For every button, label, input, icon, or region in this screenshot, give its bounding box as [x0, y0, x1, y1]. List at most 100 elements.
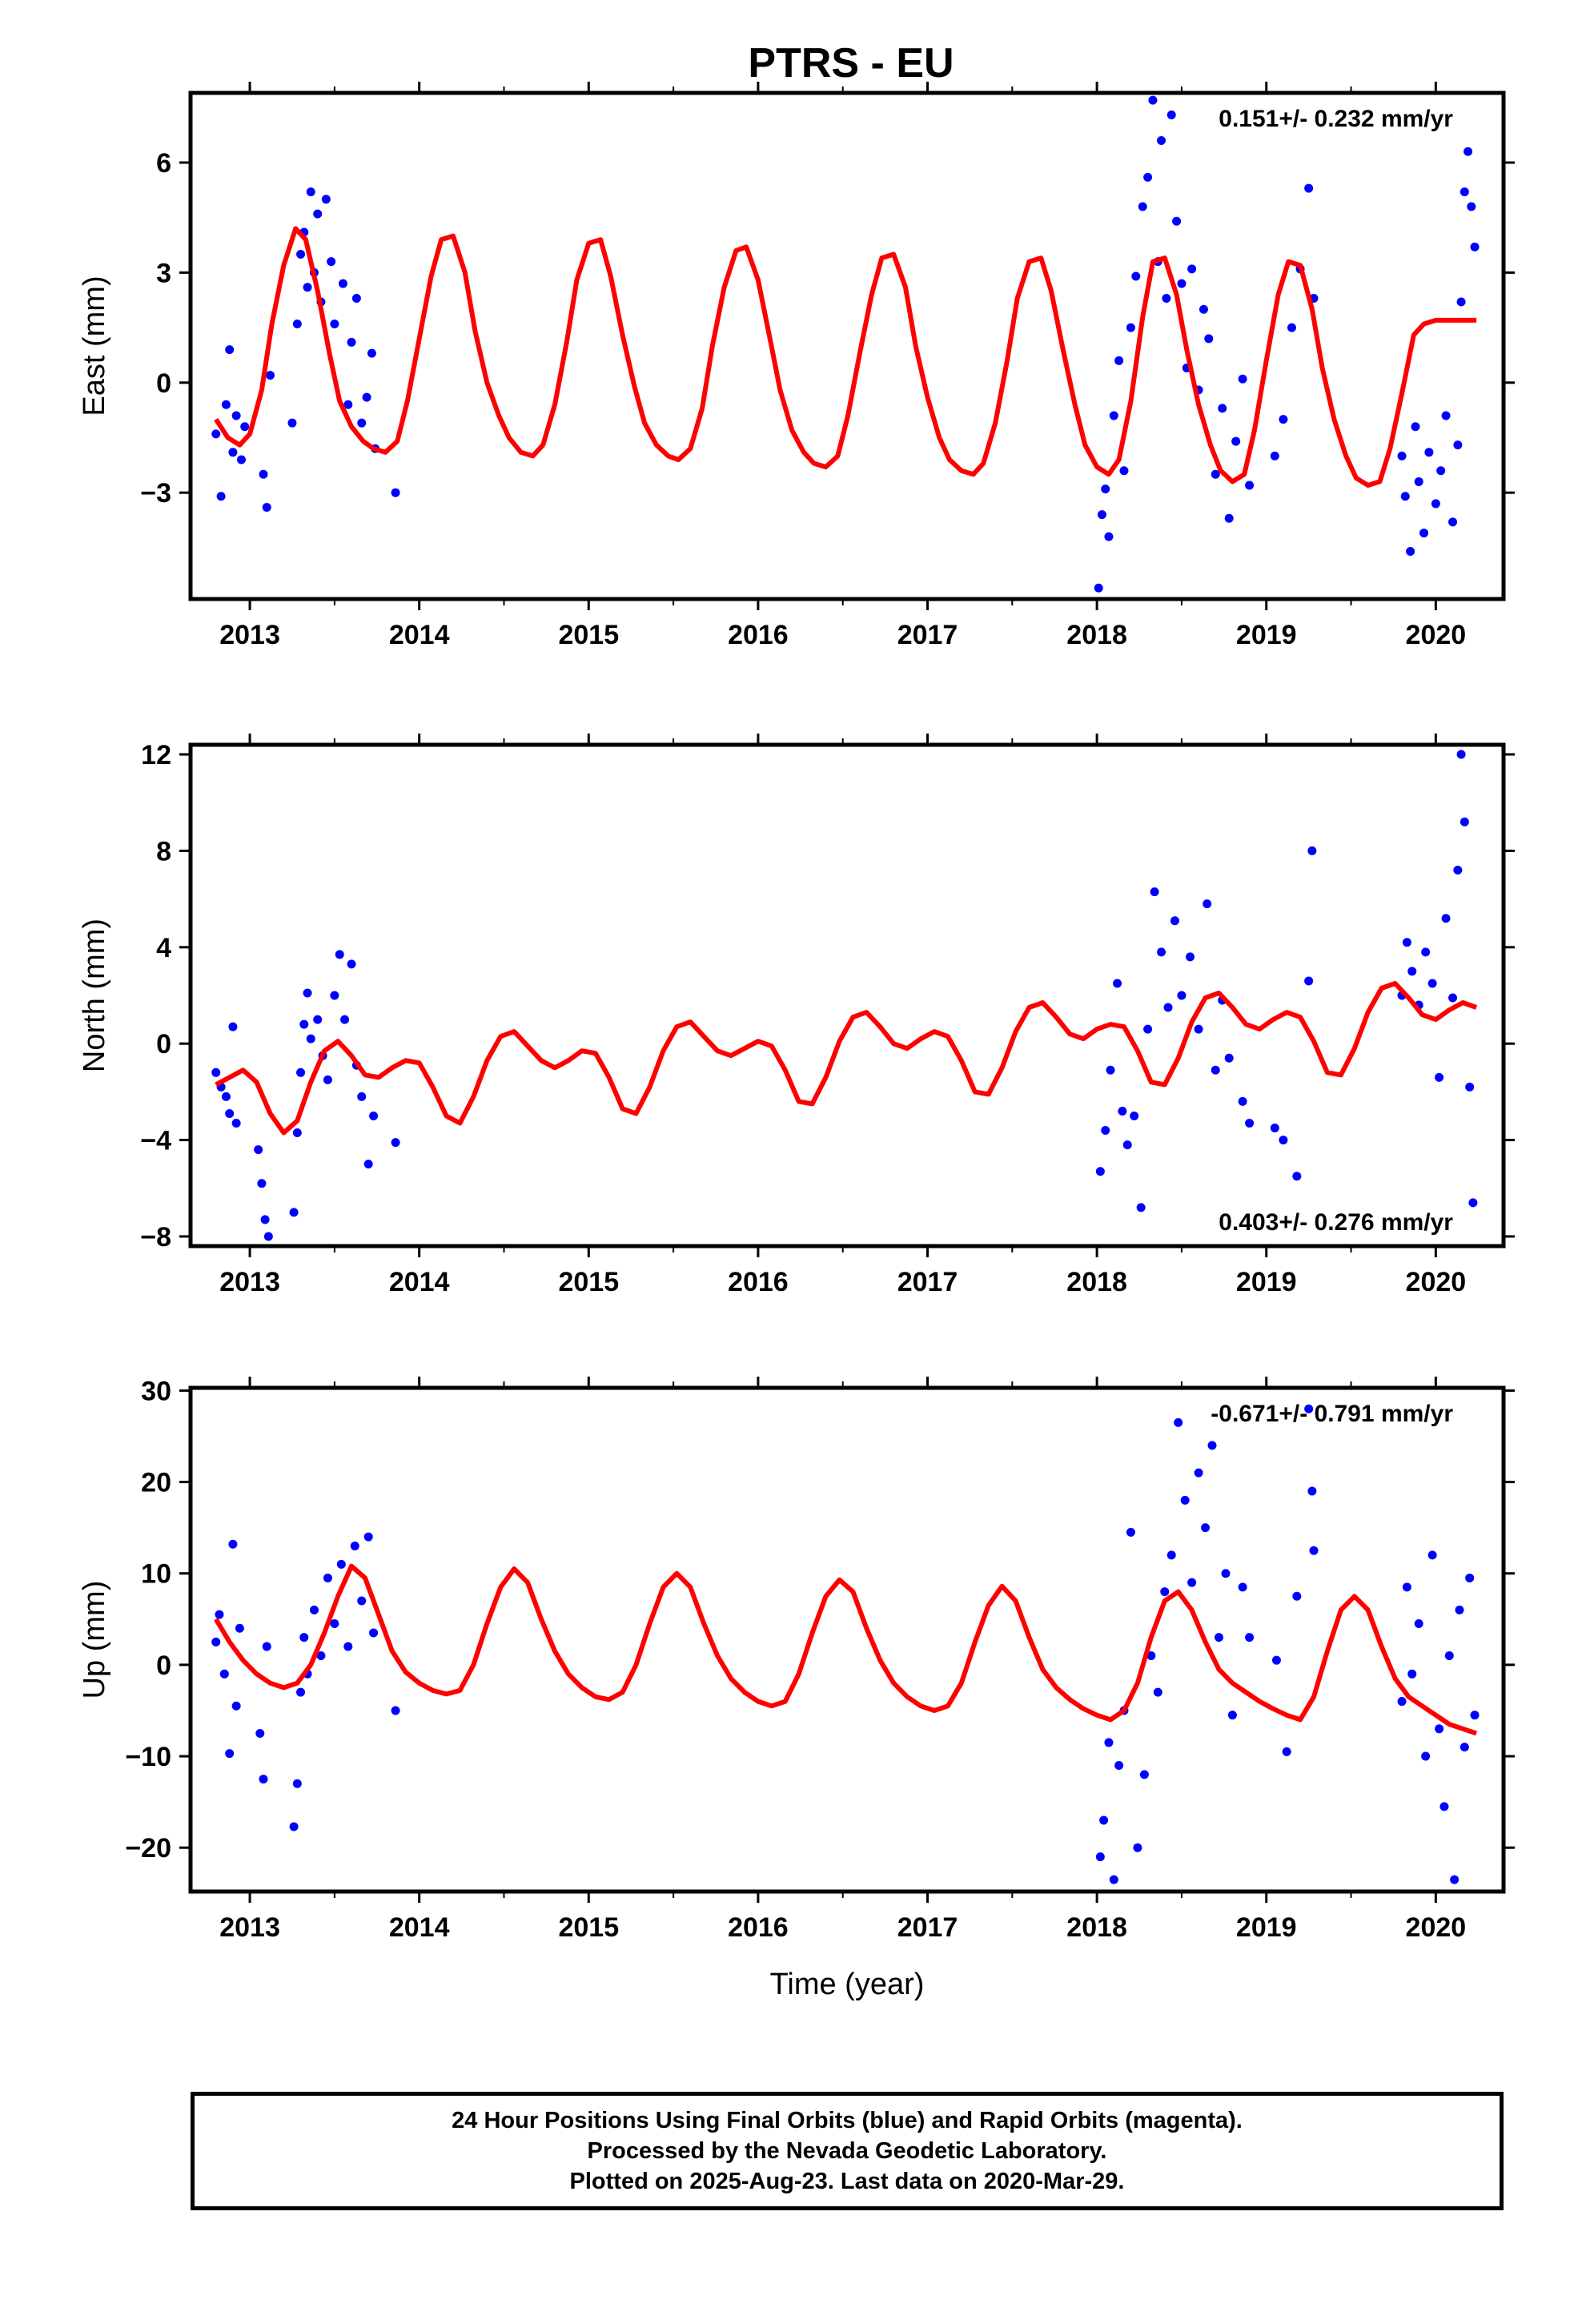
east-data-point: [1131, 271, 1141, 281]
up-data-point: [1207, 1441, 1217, 1450]
east-data-point: [1411, 422, 1420, 432]
up-data-point: [225, 1749, 235, 1759]
east-data-point: [287, 418, 297, 428]
up-data-point: [1427, 1550, 1437, 1560]
up-xtick-label: 2018: [1066, 1912, 1127, 1943]
east-data-point: [1279, 415, 1288, 424]
up-data-point: [1435, 1724, 1444, 1734]
east-data-point: [1287, 323, 1296, 332]
up-data-point: [1227, 1711, 1237, 1720]
up-data-point: [1201, 1523, 1211, 1533]
east-data-point: [292, 320, 302, 329]
north-data-point: [263, 1232, 273, 1241]
east-data-point: [262, 503, 271, 513]
up-data-point: [1444, 1651, 1454, 1660]
up-data-point: [1245, 1633, 1255, 1642]
east-ytick-label: −3: [140, 478, 171, 509]
up-ytick-label: −10: [125, 1742, 171, 1772]
east-data-point: [228, 448, 238, 457]
up-data-point: [1109, 1875, 1118, 1884]
north-data-point: [1279, 1136, 1288, 1145]
up-xtick-label: 2013: [219, 1912, 280, 1943]
north-ytick-label: −4: [140, 1126, 171, 1156]
east-data-point: [351, 293, 361, 303]
east-data-point: [1304, 183, 1314, 193]
east-data-point: [330, 320, 339, 329]
up-data-point: [219, 1669, 229, 1679]
east-data-point: [1470, 242, 1480, 251]
east-data-point: [321, 195, 331, 204]
north-data-point: [225, 1108, 235, 1118]
north-data-point: [340, 1015, 350, 1024]
north-data-point: [330, 991, 339, 1000]
up-data-point: [336, 1559, 346, 1569]
east-data-point: [265, 371, 275, 380]
up-ytick-label: 30: [141, 1376, 171, 1406]
north-data-point: [303, 988, 312, 998]
east-data-point: [1138, 202, 1147, 211]
up-fit-curve: [214, 1563, 1478, 1736]
east-data-point: [1224, 513, 1234, 523]
up-data-point: [231, 1701, 241, 1711]
east-data-point: [1456, 297, 1466, 307]
north-data-point: [228, 1022, 238, 1031]
up-data-point: [1114, 1760, 1124, 1770]
up-data-point: [363, 1532, 373, 1542]
east-data-point: [259, 469, 268, 479]
north-xtick-label: 2017: [897, 1267, 958, 1297]
up-data-point: [1133, 1843, 1142, 1852]
up-data-point: [350, 1541, 359, 1550]
up-data-point: [1214, 1633, 1223, 1642]
up-data-point: [1174, 1417, 1183, 1427]
panels: 2013 2014 2015 2016 2017 2018 2019 2020630−3Eas…: [78, 82, 1515, 2001]
up-data-point: [391, 1706, 400, 1715]
east-xtick-label: 2015: [558, 620, 619, 650]
east-data-point: [1400, 492, 1410, 501]
up-data-point: [323, 1573, 332, 1582]
up-data-point: [215, 1610, 224, 1619]
north-data-point: [1095, 1167, 1105, 1176]
up-data-point: [369, 1628, 379, 1638]
north-plot-frame: [188, 742, 1506, 1248]
east-data-point: [306, 187, 315, 197]
up-data-point: [1282, 1747, 1291, 1756]
north-data-point: [1292, 1172, 1302, 1181]
east-data-point: [347, 337, 356, 347]
east-panel: 2013 2014 2015 2016 2017 2018 2019 2020 6 3 0 −3 Eas…: [78, 82, 1515, 650]
up-data-point: [1439, 1802, 1449, 1811]
up-data-point: [1126, 1527, 1135, 1537]
east-data-point: [367, 348, 376, 358]
north-data-point: [1307, 846, 1317, 855]
east-data-point: [343, 400, 353, 409]
east-xtick-label: 2018: [1066, 620, 1127, 650]
east-data-point: [313, 209, 323, 219]
east-data-point: [362, 392, 371, 402]
up-data-point: [1292, 1591, 1302, 1601]
up-data-point: [1470, 1711, 1480, 1720]
east-data-point: [221, 400, 231, 409]
north-data-point: [1143, 1024, 1153, 1034]
north-data-point: [1203, 899, 1212, 909]
east-xtick-label: 2020: [1406, 620, 1467, 650]
footer-line-3: Plotted on 2025-Aug-23. Last data on 202…: [569, 2169, 1125, 2194]
up-data-point: [289, 1822, 299, 1831]
east-data-point: [225, 345, 235, 355]
east-data-point: [1162, 293, 1171, 303]
east-data-point: [296, 250, 306, 259]
up-data-point: [262, 1642, 271, 1651]
north-data-point: [1421, 947, 1431, 957]
up-y-axis-label: Up (mm): [78, 1581, 111, 1699]
east-data-point: [1441, 411, 1451, 420]
up-data-point: [1139, 1770, 1149, 1779]
east-fit-curve: [214, 226, 1477, 488]
east-data-point: [1453, 440, 1463, 450]
east-data-point: [1204, 334, 1214, 344]
north-data-point: [292, 1128, 302, 1138]
north-data-point: [1407, 967, 1417, 976]
east-data-point: [1467, 202, 1476, 211]
north-ytick-label: 4: [156, 933, 171, 963]
east-data-point: [1101, 485, 1110, 494]
east-data-point: [1464, 147, 1473, 156]
north-xtick-label: 2015: [558, 1267, 619, 1297]
